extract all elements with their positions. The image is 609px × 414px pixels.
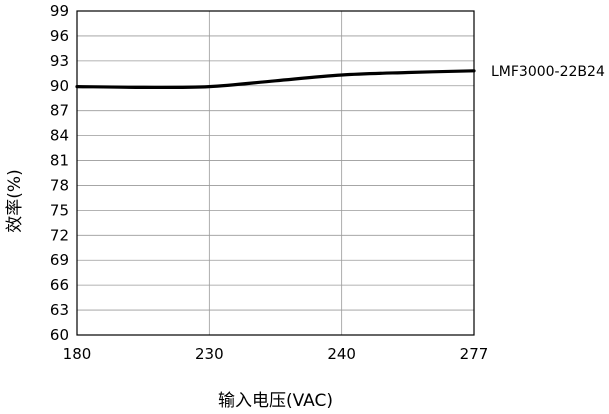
y-tick-labels: 60 63 66 69 72 75 78 81 84 87 90 93 96 99: [50, 2, 69, 344]
y-tick-label-72: 72: [50, 226, 69, 244]
y-tick-label-87: 87: [50, 102, 69, 120]
x-tick-label-240: 240: [327, 345, 356, 363]
y-tick-label-78: 78: [50, 176, 69, 194]
y-tick-label-96: 96: [50, 27, 69, 45]
series-label-0: LMF3000-22B24: [491, 64, 605, 80]
series-line-0: [75, 69, 476, 90]
y-tick-label-60: 60: [50, 326, 69, 344]
y-axis-label: 效率(%): [5, 169, 25, 232]
x-tick-label-180: 180: [63, 345, 92, 363]
x-axis-label: 输入电压(VAC): [218, 391, 333, 411]
y-tick-label-81: 81: [50, 152, 69, 170]
y-tick-label-66: 66: [50, 276, 69, 294]
plot-frame: [76, 10, 475, 336]
series-group: LMF3000-22B24: [75, 64, 605, 90]
y-tick-label-75: 75: [50, 201, 69, 219]
y-tick-label-63: 63: [50, 301, 69, 319]
y-tick-label-99: 99: [50, 2, 69, 20]
y-tick-label-69: 69: [50, 251, 69, 269]
y-tick-label-84: 84: [50, 127, 69, 145]
y-tick-label-90: 90: [50, 77, 69, 95]
y-tick-label-93: 93: [50, 52, 69, 70]
x-tick-labels: 180 230 240 277: [63, 345, 489, 363]
x-tick-label-277: 277: [460, 345, 489, 363]
x-tick-label-230: 230: [195, 345, 224, 363]
